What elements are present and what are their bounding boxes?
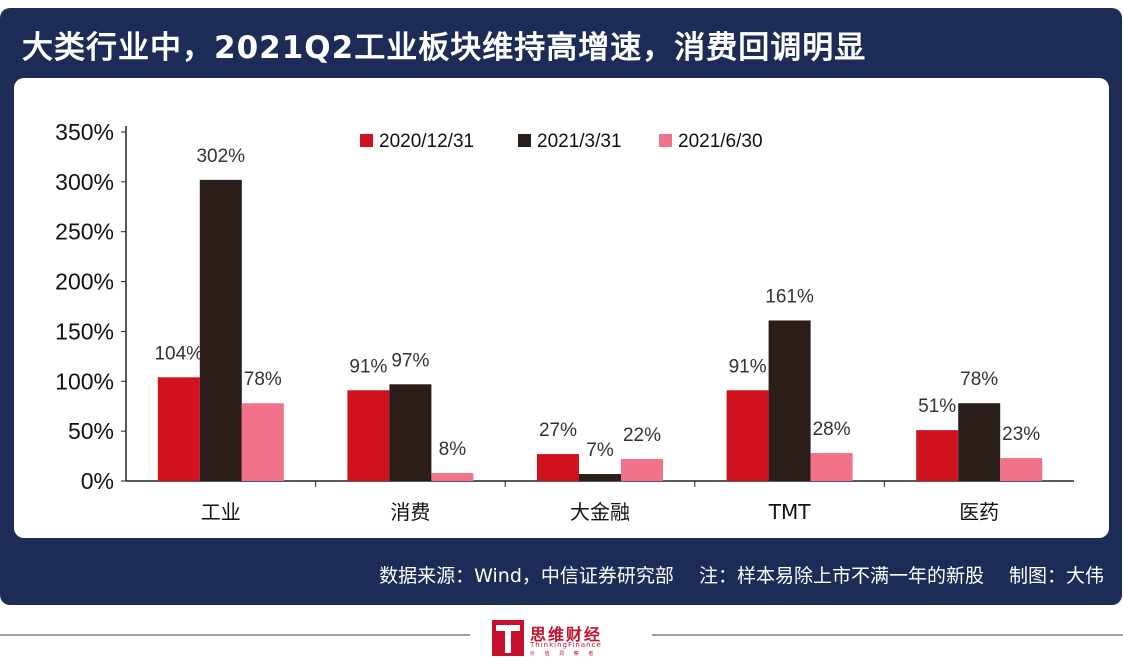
x-category-label: TMT	[768, 500, 811, 524]
data-label: 22%	[623, 425, 661, 446]
legend-label: 2021/6/30	[678, 131, 763, 152]
bar-2021/3/31	[199, 179, 242, 481]
data-label: 28%	[813, 419, 851, 440]
brand-logo-mark	[492, 620, 524, 656]
data-label: 8%	[439, 439, 467, 460]
legend-label: 2021/3/31	[537, 131, 622, 152]
legend-label: 2020/12/31	[379, 131, 474, 152]
data-label: 161%	[765, 286, 814, 307]
y-tick-label: 150%	[55, 318, 114, 344]
bar-2021/3/31	[768, 320, 811, 481]
y-tick-label: 100%	[55, 368, 114, 394]
data-label: 27%	[539, 420, 577, 441]
footer-divider-left	[0, 634, 470, 636]
data-label: 51%	[918, 396, 956, 417]
brand-logo: 思维财经 ThinkingFinance 价 值 洞 察 者	[488, 620, 638, 660]
bar-2020/12/31	[726, 390, 769, 481]
chart-bars: 104%302%78%91% 97%8%27%7%22%91%161%28%51%…	[154, 146, 1043, 481]
source-note: 数据来源：Wind，中信证券研究部 注：样本易除上市不满一年的新股 制图：大伟	[379, 565, 1104, 587]
data-label: 23%	[1002, 424, 1040, 445]
bar-2021/3/31	[389, 384, 432, 481]
bar-2020/12/31	[916, 430, 959, 481]
y-tick-label: 300%	[55, 169, 114, 195]
bar-2021/6/30	[241, 403, 284, 481]
bar-2020/12/31	[157, 377, 200, 481]
report-card: 大类行业中，2021Q2工业板块维持高增速，消费回调明显 0% 50% 100% 15…	[0, 8, 1122, 605]
bar-2021/6/30	[431, 473, 474, 481]
bar-chart: 0% 50% 100% 150% 200% 250% 300% 350% 工业 消费 大金融 TMT 医…	[55, 119, 1074, 524]
legend-swatch	[360, 134, 373, 147]
bar-2020/12/31	[537, 454, 579, 481]
data-label: 302%	[196, 146, 245, 167]
data-label: 78%	[244, 369, 282, 390]
brand-name: 思维财经	[530, 625, 603, 644]
y-tick-label: 200%	[55, 269, 114, 295]
legend-swatch	[659, 134, 672, 147]
bar-2020/12/31	[347, 390, 390, 481]
chart-panel: 0% 50% 100% 150% 200% 250% 300% 350% 工业 消费 大金融 TMT 医…	[14, 78, 1109, 538]
data-label: 78%	[960, 369, 998, 390]
x-category-label: 大金融	[570, 500, 630, 524]
y-tick-label: 350%	[55, 119, 114, 145]
chart-title: 大类行业中，2021Q2工业板块维持高增速，消费回调明显	[22, 30, 867, 66]
x-category-label: 消费	[390, 500, 430, 524]
data-label: 91%	[729, 356, 767, 377]
legend-swatch	[518, 134, 531, 147]
data-label: 97%	[391, 350, 429, 371]
footer-divider-right	[652, 634, 1123, 636]
bar-2021/6/30	[1000, 458, 1043, 481]
bar-2021/3/31	[579, 474, 621, 481]
chart-legend: 2020/12/31 2021/3/31 2021/6/30	[360, 131, 763, 152]
data-label: 7%	[586, 440, 614, 461]
brand-tagline: 价 值 洞 察 者	[530, 651, 598, 657]
x-category-label: 医药	[959, 500, 999, 524]
y-tick-label: 50%	[68, 418, 114, 444]
bar-2021/6/30	[810, 453, 853, 481]
x-category-label: 工业	[201, 500, 241, 524]
bar-2021/3/31	[958, 403, 1001, 481]
bar-2021/6/30	[621, 459, 663, 481]
brand-english-name: ThinkingFinance	[530, 641, 602, 649]
y-tick-label: 0%	[81, 468, 114, 494]
y-tick-label: 250%	[55, 219, 114, 245]
chart-axes: 0% 50% 100% 150% 200% 250% 300% 350% 工业 消费 大金融 TMT 医…	[55, 119, 1074, 524]
data-label: 104%	[154, 343, 203, 364]
data-label: 91%	[349, 356, 387, 377]
